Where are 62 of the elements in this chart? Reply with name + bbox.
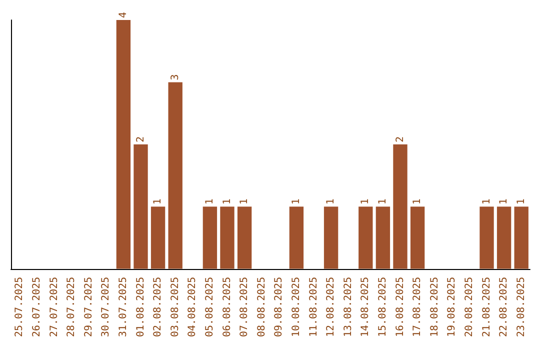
data-label: 1 bbox=[326, 198, 337, 205]
x-tick-label: 09.08.2025 bbox=[274, 276, 285, 338]
x-tick-label: 02.08.2025 bbox=[152, 276, 164, 338]
data-label: 3 bbox=[170, 74, 181, 80]
data-label: 1 bbox=[481, 198, 492, 205]
bar bbox=[168, 82, 182, 269]
x-tick-label: 08.08.2025 bbox=[256, 276, 268, 338]
bar bbox=[393, 144, 408, 269]
data-label: 1 bbox=[204, 198, 216, 205]
data-label: 2 bbox=[394, 136, 406, 142]
x-tick-label: 17.08.2025 bbox=[412, 276, 424, 338]
x-tick-label: 31.07.2025 bbox=[118, 276, 129, 338]
x-tick-label: 28.07.2025 bbox=[66, 276, 78, 338]
x-tick-label: 03.08.2025 bbox=[170, 276, 181, 338]
bar bbox=[410, 206, 425, 269]
x-tick-label: 18.08.2025 bbox=[429, 276, 440, 338]
x-tick-label: 23.08.2025 bbox=[516, 276, 527, 338]
bar bbox=[358, 206, 373, 269]
x-tick-label: 22.08.2025 bbox=[498, 276, 510, 338]
x-tick-label: 07.08.2025 bbox=[239, 276, 250, 338]
data-label: 1 bbox=[412, 198, 424, 205]
x-tick-label: 10.08.2025 bbox=[290, 276, 302, 338]
x-tick-label: 19.08.2025 bbox=[446, 276, 458, 338]
x-tick-label: 21.08.2025 bbox=[481, 276, 492, 338]
x-tick-label: 15.08.2025 bbox=[377, 276, 388, 338]
x-tick-label: 06.08.2025 bbox=[222, 276, 233, 338]
x-tick-label: 16.08.2025 bbox=[394, 276, 406, 338]
bar bbox=[324, 206, 338, 269]
data-label: 1 bbox=[152, 198, 164, 205]
x-tick-label: 20.08.2025 bbox=[464, 276, 475, 338]
data-label: 1 bbox=[239, 198, 250, 205]
bar bbox=[514, 206, 528, 269]
bar bbox=[376, 206, 390, 269]
data-label: 2 bbox=[135, 136, 146, 142]
bar bbox=[150, 206, 166, 269]
bar bbox=[220, 206, 234, 269]
bar bbox=[289, 206, 304, 269]
data-label: 1 bbox=[360, 198, 372, 205]
x-tick-label: 26.07.2025 bbox=[31, 276, 42, 338]
bar bbox=[480, 206, 494, 269]
data-label: 1 bbox=[498, 198, 510, 205]
bar bbox=[496, 206, 512, 269]
bar bbox=[202, 206, 218, 269]
x-tick-label: 05.08.2025 bbox=[204, 276, 216, 338]
bar bbox=[116, 20, 131, 269]
data-label: 1 bbox=[290, 198, 302, 205]
x-tick-label: 04.08.2025 bbox=[187, 276, 198, 338]
x-tick-label: 12.08.2025 bbox=[326, 276, 337, 338]
x-tick-label: 13.08.2025 bbox=[342, 276, 354, 338]
x-tick-label: 25.07.2025 bbox=[14, 276, 26, 338]
data-label: 1 bbox=[222, 198, 233, 205]
data-label: 1 bbox=[516, 198, 527, 205]
x-tick-label: 11.08.2025 bbox=[308, 276, 320, 338]
x-tick-label: 01.08.2025 bbox=[135, 276, 146, 338]
x-tick-label: 14.08.2025 bbox=[360, 276, 372, 338]
bar bbox=[237, 206, 252, 269]
bar bbox=[134, 144, 148, 269]
x-tick-label: 29.07.2025 bbox=[83, 276, 94, 338]
x-tick-label: 27.07.2025 bbox=[48, 276, 60, 338]
data-label: 1 bbox=[377, 198, 388, 205]
data-label: 4 bbox=[118, 12, 129, 18]
x-tick-label: 30.07.2025 bbox=[100, 276, 112, 338]
